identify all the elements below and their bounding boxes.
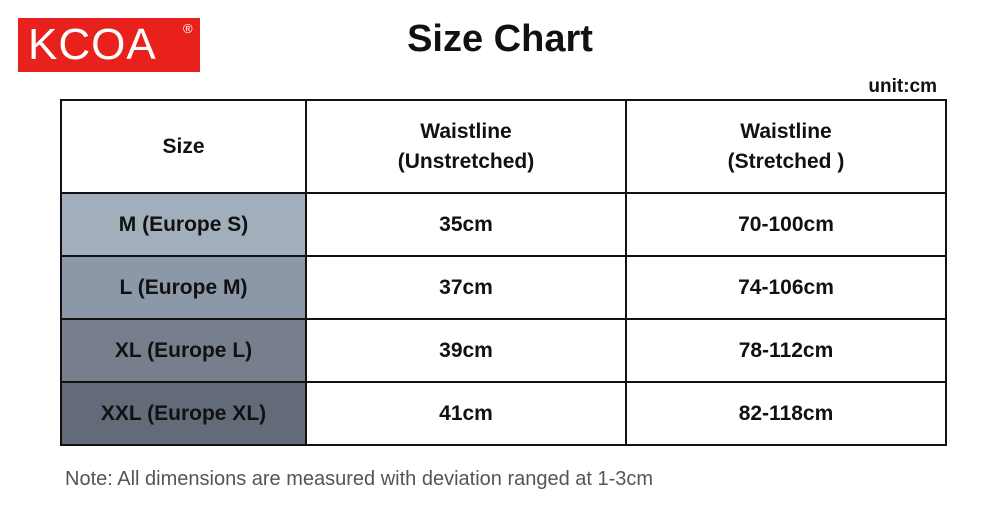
header-line: (Stretched ) — [727, 149, 845, 173]
title: Size Chart — [407, 18, 593, 60]
value-cell: 82-118cm — [625, 381, 947, 446]
header-line: Size — [162, 134, 205, 158]
table-row: L (Europe M) 37cm 74-106cm — [60, 255, 947, 320]
size-cell: XXL (Europe XL) — [60, 381, 307, 446]
header-cell: Size — [60, 99, 307, 194]
size-cell: XL (Europe L) — [60, 318, 307, 383]
header-line: Waistline — [740, 119, 832, 143]
value-cell: 39cm — [305, 318, 627, 383]
value-cell: 78-112cm — [625, 318, 947, 383]
size-cell: M (Europe S) — [60, 192, 307, 257]
table-row: M (Europe S) 35cm 70-100cm — [60, 192, 947, 257]
size-cell: L (Europe M) — [60, 255, 307, 320]
header-cell: Waistline (Stretched ) — [625, 99, 947, 194]
logo: KCOA ® — [18, 18, 200, 72]
value-cell: 74-106cm — [625, 255, 947, 320]
table-row: XXL (Europe XL) 41cm 82-118cm — [60, 381, 947, 446]
header-row: Size Waistline (Unstretched) Waistline (Stre… — [60, 99, 947, 194]
logo-mark: ® — [183, 21, 194, 36]
logo-text: KCOA — [28, 20, 157, 69]
header-line: (Unstretched) — [397, 149, 535, 173]
value-cell: 41cm — [305, 381, 627, 446]
value-cell: 35cm — [305, 192, 627, 257]
table-row: XL (Europe L) 39cm 78-112cm — [60, 318, 947, 383]
note: Note: All dimensions are measured with d… — [65, 468, 654, 490]
size-table: Size Waistline (Unstretched) Waistline (Stre… — [60, 99, 947, 446]
value-cell: 70-100cm — [625, 192, 947, 257]
unit: unit:cm — [868, 76, 937, 97]
header-cell: Waistline (Unstretched) — [305, 99, 627, 194]
header-line: Waistline — [420, 119, 512, 143]
value-cell: 37cm — [305, 255, 627, 320]
